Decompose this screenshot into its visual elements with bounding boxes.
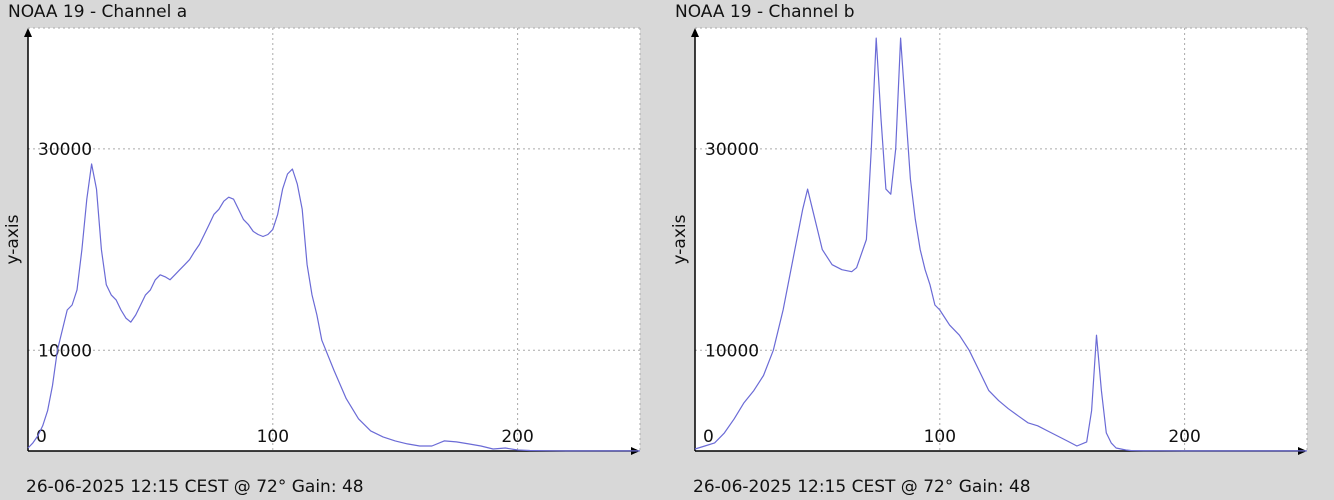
y-tick-label: 30000	[38, 140, 92, 160]
x-tick-label: 200	[501, 427, 533, 447]
chart-footer: 26-06-2025 12:15 CEST @ 72° Gain: 48	[693, 477, 1031, 497]
y-tick-label: 10000	[705, 341, 759, 361]
y-axis-label: y-axis	[670, 214, 690, 264]
plot-area	[695, 28, 1307, 451]
chart-panel-channel-a: NOAA 19 - Channel a 0 100 200 10000 30000 y-a…	[3, 2, 641, 497]
x-tick-label: 100	[924, 427, 956, 447]
chart-panel-channel-b: NOAA 19 - Channel b 0 100 200 10000 30000 y-a…	[667, 0, 1334, 500]
y-axis-label: y-axis	[3, 214, 23, 264]
x-tick-label: 0	[36, 427, 47, 447]
y-tick-label: 30000	[705, 140, 759, 160]
plot-area	[28, 28, 640, 451]
series-line	[694, 37, 1307, 452]
y-axis-arrow-icon	[24, 28, 32, 37]
y-tick-label: 10000	[38, 341, 92, 361]
chart-title: NOAA 19 - Channel b	[675, 2, 855, 22]
y-axis-arrow-icon	[691, 28, 699, 37]
chart-plot-channel-a: 0 100 200 10000 30000 y-axis	[3, 27, 641, 455]
chart-footer: 26-06-2025 12:15 CEST @ 72° Gain: 48	[26, 477, 364, 497]
x-tick-label: 100	[257, 427, 289, 447]
x-tick-label: 0	[703, 427, 714, 447]
series-line	[27, 163, 640, 452]
x-tick-label: 200	[1168, 427, 1200, 447]
chart-title: NOAA 19 - Channel a	[8, 2, 188, 22]
chart-plot-channel-b: 0 100 200 10000 30000 y-axis	[670, 27, 1308, 455]
